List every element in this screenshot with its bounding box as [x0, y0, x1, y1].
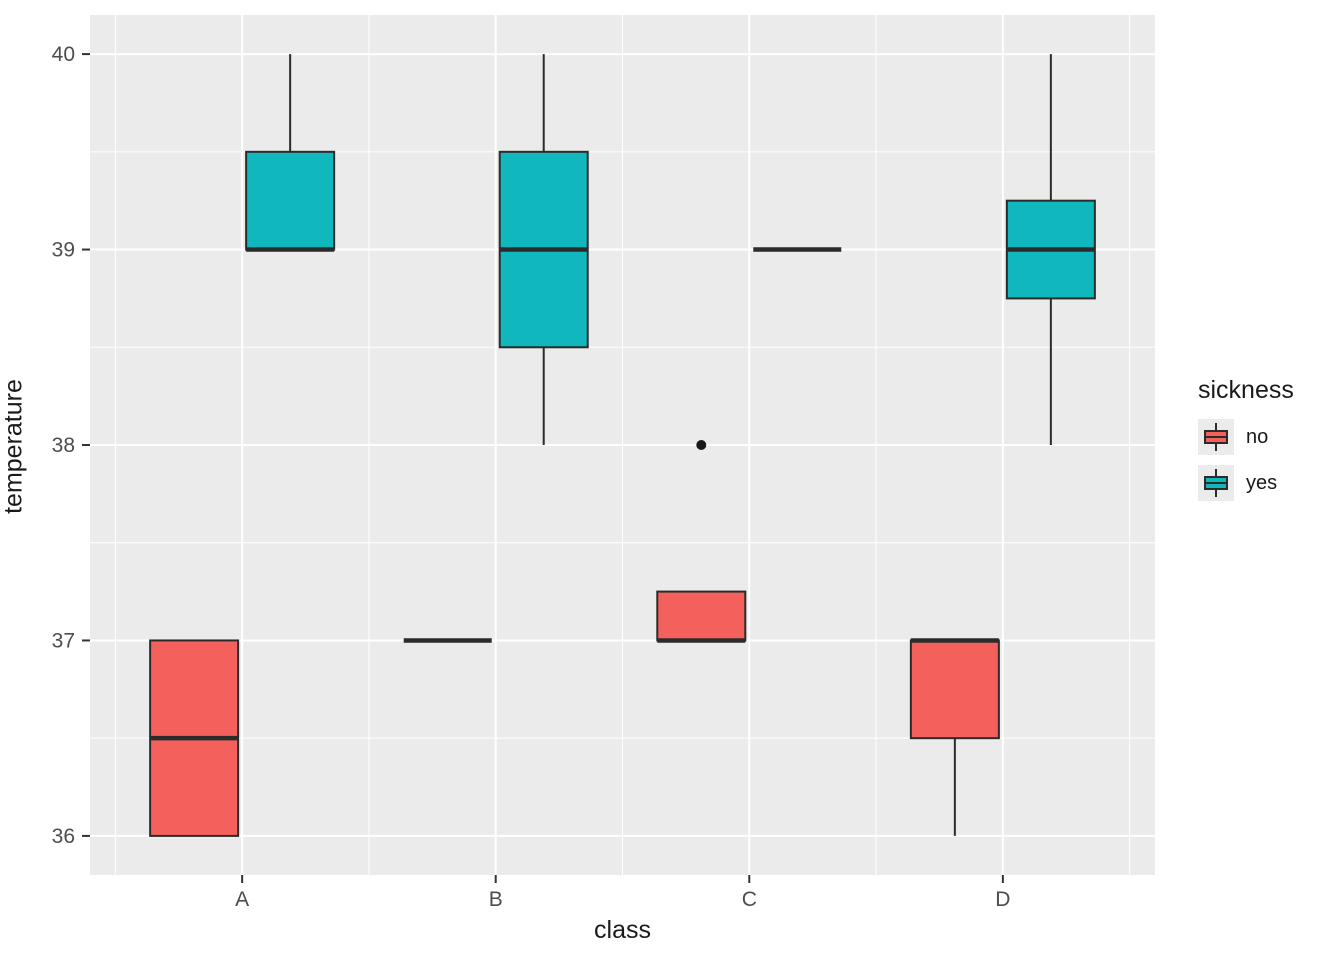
legend-row-no: no — [1198, 419, 1294, 455]
svg-text:37: 37 — [52, 629, 75, 652]
legend-key-boxplot-icon — [1198, 465, 1234, 501]
svg-text:36: 36 — [52, 825, 75, 848]
legend-label: yes — [1246, 471, 1278, 494]
svg-text:B: B — [489, 888, 503, 911]
legend-key-boxplot-icon — [1198, 419, 1234, 455]
legend: sickness no yes — [1198, 376, 1294, 511]
svg-text:C: C — [742, 888, 757, 911]
legend-title: sickness — [1198, 376, 1294, 404]
legend-label: no — [1246, 425, 1269, 448]
svg-text:40: 40 — [52, 43, 75, 66]
svg-text:39: 39 — [52, 239, 75, 262]
svg-text:38: 38 — [52, 434, 75, 457]
x-axis-title: class — [594, 916, 651, 944]
svg-text:D: D — [995, 888, 1010, 911]
y-axis-title: temperature — [0, 379, 28, 514]
svg-text:A: A — [235, 888, 249, 911]
legend-row-yes: yes — [1198, 465, 1294, 501]
